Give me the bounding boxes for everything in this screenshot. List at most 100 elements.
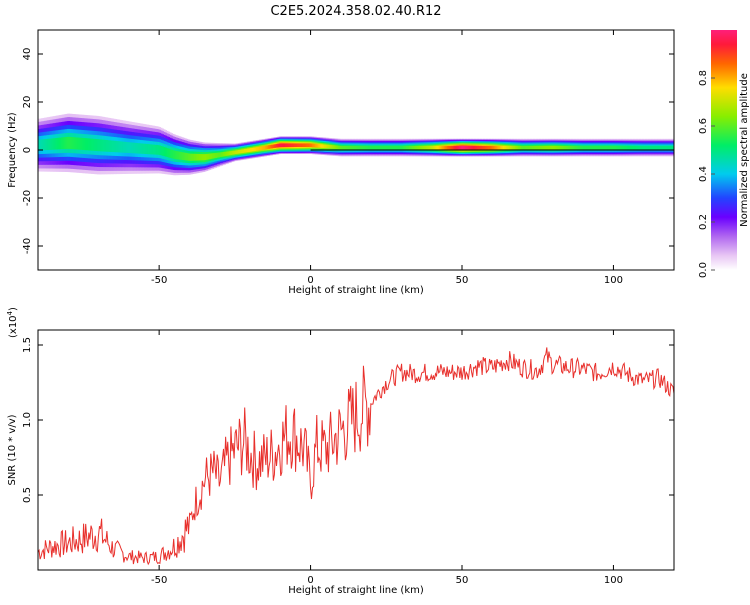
ridge-cell — [660, 145, 663, 150]
ridge-cell — [286, 143, 289, 147]
ridge-cell — [568, 145, 570, 150]
ridge-cell — [605, 145, 608, 150]
ridge-cell — [281, 143, 284, 147]
ridge-cell — [307, 143, 310, 147]
ridge-cell — [498, 145, 501, 150]
ridge-cell — [219, 152, 222, 158]
ridge-cell — [301, 143, 304, 147]
snr-panel: -50 0 50 100 0.5 1.0 1.5 Height of straight l… — [6, 307, 675, 596]
ridge-cell — [160, 146, 163, 156]
ridge-cell — [272, 144, 275, 149]
ridge-cell — [63, 137, 66, 150]
ridge-cell — [309, 143, 311, 147]
ridge-cell — [91, 138, 93, 151]
ridge-cell — [561, 145, 564, 150]
ridge-cell — [103, 139, 105, 152]
ridge-cell — [540, 145, 543, 150]
ridge-cell — [186, 153, 189, 161]
ridge-cell — [577, 145, 579, 150]
ridge-cell — [333, 145, 336, 149]
ridge-cell — [195, 153, 198, 161]
ridge-cell — [505, 145, 508, 150]
ridge-cell — [513, 145, 516, 150]
ridge-cell — [204, 154, 207, 161]
y-tick-label: 40 — [22, 48, 33, 61]
ridge-cell — [134, 142, 137, 154]
ridge-cell — [343, 145, 346, 150]
ridge-cell — [428, 145, 431, 150]
ridge-cell — [371, 145, 373, 150]
ridge-cell — [313, 143, 316, 148]
snr-x-ticks: -50 0 50 100 — [151, 330, 623, 586]
ridge-cell — [555, 145, 558, 150]
ridge-cell — [259, 146, 261, 151]
ridge-cell — [175, 151, 178, 160]
ridge-cell — [621, 145, 623, 150]
ridge-cell — [322, 144, 325, 149]
ridge-cell — [604, 145, 607, 150]
ridge-cell — [637, 145, 640, 150]
ridge-cell — [468, 145, 470, 150]
ridge-cell — [419, 145, 422, 150]
ridge-cell — [84, 138, 87, 151]
snr-series-line — [38, 347, 674, 566]
ridge-cell — [596, 145, 599, 150]
ridge-cell — [231, 150, 234, 155]
ridge-cell — [508, 145, 511, 150]
ridge-cell — [645, 145, 648, 150]
y-tick-label: 20 — [22, 96, 33, 109]
ridge-cell — [524, 145, 526, 150]
ridge-cell — [328, 144, 331, 149]
ridge-cell — [94, 138, 96, 151]
ridge-cell — [60, 137, 63, 150]
ridge-cell — [169, 149, 172, 158]
ridge-cell — [222, 151, 225, 157]
x-tick-label: -50 — [151, 275, 167, 286]
ridge-cell — [181, 152, 184, 160]
ridge-cell — [608, 145, 611, 150]
ridge-cell — [393, 145, 396, 150]
snr-frame — [37, 329, 675, 571]
ridge-cell — [655, 145, 658, 150]
ridge-cell — [595, 145, 598, 150]
ridge-cell — [77, 137, 80, 150]
ridge-cell — [207, 153, 210, 160]
ridge-cell — [172, 150, 175, 159]
ridge-cell — [575, 145, 578, 150]
ridge-cell — [159, 145, 161, 156]
spectrogram-y-ticks: -40 -20 0 20 40 — [22, 48, 674, 254]
ridge-cell — [327, 144, 330, 149]
ridge-cell — [124, 141, 127, 153]
ridge-cell — [100, 139, 102, 152]
ridge-cell — [511, 145, 514, 150]
ridge-cell — [293, 143, 296, 147]
ridge-cell — [190, 153, 193, 161]
colorbar-label: Normalized spectral amplitude — [739, 73, 750, 227]
ridge-cell — [312, 143, 314, 148]
ridge-cell — [667, 145, 670, 150]
ridge-cell — [210, 153, 213, 159]
ridge-cell — [284, 143, 287, 147]
ridge-cell — [342, 145, 345, 150]
ridge-cell — [477, 145, 479, 150]
ridge-cell — [558, 145, 561, 150]
colorbar-tick-label: 0.4 — [698, 166, 709, 182]
ridge-cell — [215, 152, 217, 158]
ridge-cell — [527, 145, 529, 150]
ridge-cell — [401, 145, 404, 150]
ridge-cell — [213, 153, 216, 159]
ridge-cell — [177, 151, 180, 160]
ridge-cell — [399, 145, 402, 150]
ridge-cell — [227, 151, 230, 156]
ridge-cell — [359, 145, 361, 150]
ridge-cell — [631, 145, 634, 150]
ridge-cell — [75, 137, 78, 150]
ridge-cell — [266, 145, 269, 150]
ridge-cell — [398, 145, 401, 150]
ridge-cell — [274, 144, 277, 148]
ridge-cell — [101, 139, 104, 152]
ridge-cell — [646, 145, 649, 150]
ridge-cell — [240, 149, 243, 154]
ridge-cell — [457, 145, 460, 150]
